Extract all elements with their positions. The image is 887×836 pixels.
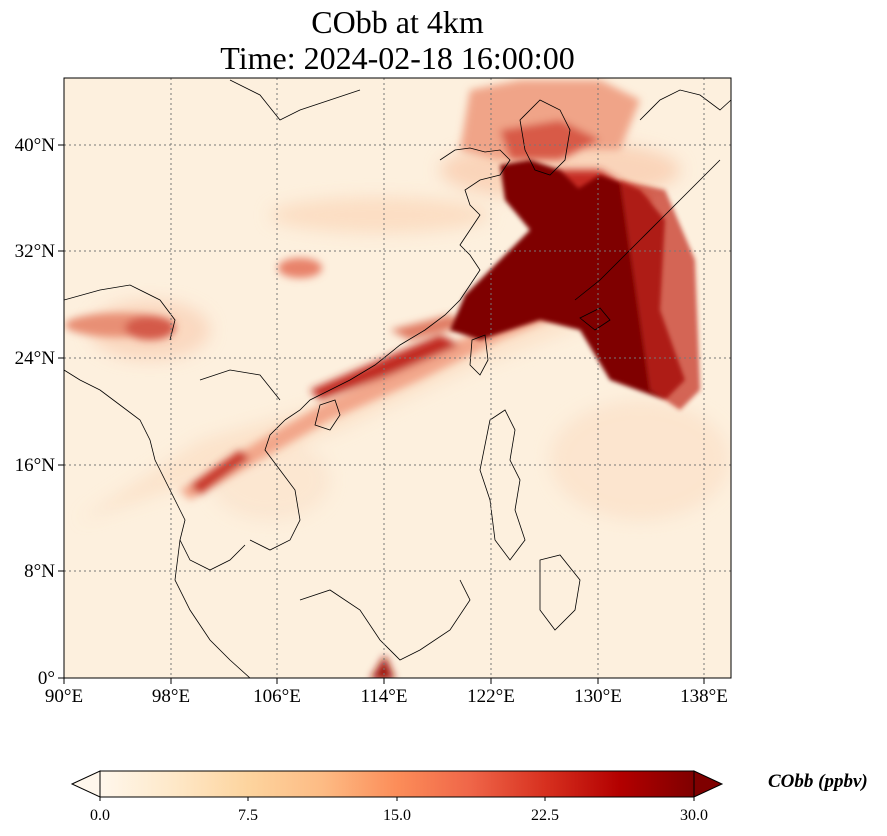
x-tick-label: 106°E	[253, 686, 301, 707]
y-tick-label: 0°	[38, 668, 55, 689]
coastlines	[64, 79, 731, 678]
colorbar-tick-label: 30.0	[680, 807, 708, 824]
y-tick-label: 8°N	[24, 561, 55, 582]
y-tick-label: 24°N	[15, 348, 56, 369]
colorbar-title: CObb (ppbv)	[768, 771, 868, 792]
colorbar-max-extend	[693, 770, 724, 798]
x-tick-label: 98°E	[152, 686, 190, 707]
colorbar-tick-label: 15.0	[383, 807, 411, 824]
y-tick-label: 40°N	[15, 135, 56, 156]
x-tick-label: 114°E	[361, 686, 408, 707]
tick-marks	[58, 144, 705, 684]
colorbar: 0.0 7.5 15.0 22.5 30.0 CObb (ppbv)	[70, 770, 868, 824]
colorbar-tick-label: 22.5	[531, 807, 559, 824]
map-title: CObb at 4km	[311, 4, 484, 40]
concentration-field	[64, 78, 731, 678]
colorbar-tick-label: 7.5	[238, 807, 258, 824]
colorbar-min-extend	[70, 770, 101, 798]
map-timestamp: Time: 2024-02-18 16:00:00	[220, 40, 575, 76]
x-tick-label: 90°E	[45, 686, 83, 707]
colorbar-gradient	[99, 770, 695, 798]
x-tick-label: 130°E	[574, 686, 622, 707]
colorbar-tick-label: 0.0	[90, 807, 110, 824]
y-tick-label: 16°N	[15, 455, 56, 476]
gridlines	[64, 78, 731, 678]
y-tick-label: 32°N	[15, 241, 56, 262]
x-tick-label: 122°E	[467, 686, 515, 707]
plot-frame	[63, 77, 732, 679]
x-tick-label: 138°E	[680, 686, 728, 707]
